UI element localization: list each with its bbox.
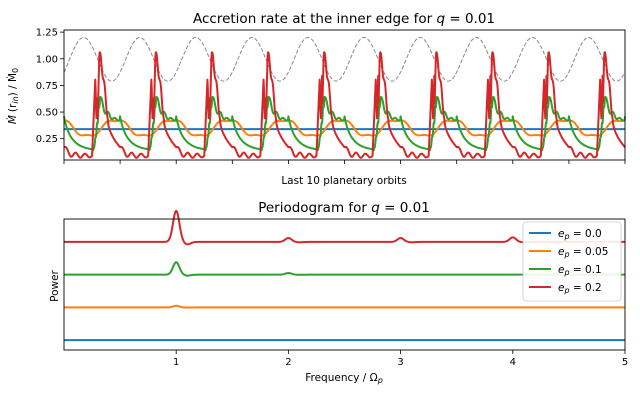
top-x-ticks — [63, 160, 626, 164]
legend-label: ep = 0.05 — [558, 246, 608, 259]
legend-label: ep = 0.1 — [558, 264, 602, 277]
bottom-chart-title: Periodogram for q = 0.01 — [258, 200, 430, 216]
bottom-x-tick-label: 4 — [510, 357, 516, 368]
legend: ep = 0.0 ep = 0.05 ep = 0.1 ep = 0.2 — [522, 221, 622, 302]
bottom-series-line-e-p-0-05 — [63, 304, 626, 309]
top-y-ticks: 0.25 0.50 0.75 1.00 1.25 — [36, 28, 64, 145]
top-chart-title: Accretion rate at the inner edge for q =… — [193, 11, 495, 27]
top-series-group — [63, 36, 626, 159]
top-x-axis-label: Last 10 planetary orbits — [281, 175, 406, 187]
top-y-tick-label: 0.50 — [36, 108, 58, 119]
bottom-plot-frame — [63, 218, 626, 351]
top-series-line-reference — [63, 36, 626, 82]
top-y-tick-label: 1.25 — [36, 28, 58, 39]
top-y-tick-label: 0.25 — [36, 134, 58, 145]
top-y-axis-label: Ṁ(rin) / Ṁ0 — [6, 68, 20, 124]
periodogram-chart: Periodogram for q = 0.01 1 2 3 4 5 Frequency… — [49, 200, 628, 385]
legend-label: ep = 0.2 — [558, 282, 602, 295]
accretion-rate-chart: Accretion rate at the inner edge for q =… — [6, 11, 626, 187]
bottom-x-tick-label: 2 — [285, 357, 291, 368]
bottom-y-axis-label: Power — [49, 269, 61, 301]
bottom-x-axis-label: Frequency / Ωp — [305, 372, 383, 385]
legend-box — [522, 221, 622, 302]
top-series-line-e-p-0-2 — [63, 51, 626, 159]
top-series-line-e-p-0-1 — [63, 96, 626, 152]
legend-label: ep = 0.0 — [558, 228, 602, 241]
bottom-x-tick-label: 5 — [622, 357, 628, 368]
top-y-tick-label: 0.75 — [36, 81, 58, 92]
legend-items: ep = 0.0 ep = 0.05 ep = 0.1 ep = 0.2 — [529, 228, 608, 295]
bottom-x-tick-label: 3 — [397, 357, 403, 368]
bottom-x-tick-label: 1 — [173, 357, 179, 368]
top-y-tick-label: 1.00 — [36, 54, 58, 65]
bottom-x-ticks: 1 2 3 4 5 — [173, 350, 628, 368]
